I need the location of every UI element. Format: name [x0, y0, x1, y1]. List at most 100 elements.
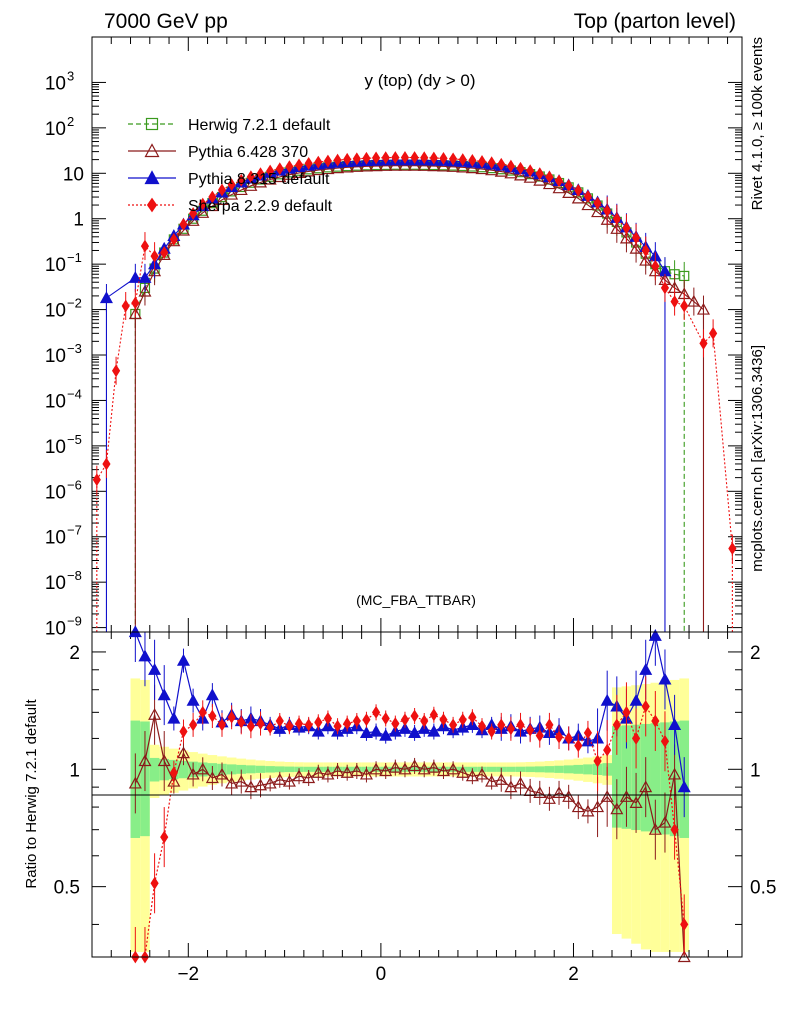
series-3 — [92, 151, 737, 632]
ratio-point-2-43 — [545, 718, 554, 732]
legend-marker-1 — [144, 143, 160, 158]
ratio-series-0 — [128, 684, 691, 963]
ratio-point-0-45 — [562, 790, 576, 802]
main-ytick-sup-3: −6 — [67, 477, 82, 492]
data-point-3-13 — [217, 183, 227, 197]
ratio-point-1-56 — [668, 718, 682, 730]
legend-label-1: Pythia 6.428 370 — [188, 144, 308, 161]
main-ytick-sup-12: 3 — [67, 68, 74, 83]
data-point-3-45 — [526, 164, 535, 178]
ratio-point-1-29 — [408, 726, 422, 738]
data-point-3-50 — [574, 183, 583, 197]
ratio-point-0-47 — [581, 804, 595, 817]
main-ytick-sup-1: −8 — [67, 568, 82, 583]
ratio-point-0-17 — [292, 769, 306, 782]
data-point-1-35 — [465, 161, 479, 174]
data-point-1-9 — [215, 193, 229, 205]
ratio-point-0-52 — [629, 796, 643, 808]
ratio-point-0-42 — [533, 786, 547, 798]
ratio-ylabel: Ratio to Herwig 7.2.1 default — [23, 699, 40, 889]
side-label-mcplots: mcplots.cern.ch [arXiv:1306.3436] — [749, 345, 766, 572]
main-ytick-label-11: 10 — [45, 119, 66, 140]
ratio-point-1-24 — [359, 726, 373, 738]
band-inner — [583, 764, 593, 775]
ratio-ytick-label-right-0: 0.5 — [750, 878, 776, 899]
band-inner — [178, 760, 189, 779]
legend-label-0: Herwig 7.2.1 default — [188, 117, 331, 134]
data-point-3-42 — [497, 157, 506, 171]
data-point-3-41 — [487, 156, 496, 170]
band-inner — [554, 765, 564, 773]
main-ytick-label-3: 10 — [45, 482, 66, 503]
band-inner — [149, 757, 160, 782]
ratio-point-0-30 — [417, 762, 431, 775]
data-point-3-52 — [593, 196, 602, 210]
data-point-3-16 — [246, 170, 255, 184]
ratio-point-1-53 — [639, 663, 653, 675]
main-ytick-label-12: 10 — [45, 73, 66, 94]
ratio-point-2-13 — [256, 717, 265, 731]
ratio-point-2-55 — [660, 734, 670, 748]
ratio-point-2-12 — [246, 719, 255, 733]
series-line-0 — [134, 164, 685, 632]
ratio-point-0-40 — [514, 776, 528, 789]
ratio-point-2-10 — [227, 710, 236, 724]
ratio-point-0-10 — [225, 776, 239, 789]
ratio-point-2-36 — [477, 719, 487, 733]
ratio-point-0-25 — [369, 762, 383, 775]
data-point-3-53 — [603, 204, 612, 218]
ratio-point-0-24 — [359, 767, 373, 780]
band-inner — [486, 766, 497, 772]
ratio-point-1-4 — [167, 711, 181, 724]
ratio-point-2-22 — [343, 717, 352, 731]
main-ytick-label-2: 10 — [45, 528, 66, 549]
ratio-point-2-29 — [410, 709, 419, 723]
data-point-3-47 — [545, 170, 554, 184]
ratio-point-1-26 — [379, 728, 393, 741]
ratio-point-0-1 — [138, 754, 152, 767]
data-point-3-1 — [102, 457, 111, 471]
data-point-3-31 — [391, 151, 400, 164]
ratio-point-2-24 — [362, 713, 371, 727]
ratio-point-0-37 — [485, 774, 499, 787]
ratio-point-0-43 — [542, 792, 556, 804]
ratio-ticks: 0.5 0.5 1 1 2 2 −2 0 2 — [54, 632, 776, 985]
ratio-point-2-18 — [304, 718, 313, 732]
data-point-1-52 — [629, 241, 643, 254]
data-point-1-10 — [225, 187, 239, 200]
ratio-point-0-26 — [379, 764, 393, 777]
data-point-1-13 — [254, 175, 268, 188]
ratio-point-1-52 — [629, 693, 643, 706]
ratio-point-0-55 — [658, 815, 672, 828]
ratio-point-0-14 — [263, 776, 277, 789]
ratio-point-1-1 — [138, 649, 152, 662]
main-title: y (top) (dy > 0) — [364, 71, 475, 90]
data-point-3-61 — [680, 299, 689, 313]
data-point-3-4 — [131, 296, 140, 310]
ratio-point-1-31 — [427, 724, 441, 737]
main-ytick-sup-7: −2 — [67, 296, 82, 311]
ratio-point-0-56 — [668, 767, 682, 780]
data-point-1-47 — [581, 198, 595, 211]
ratio-point-2-21 — [333, 719, 342, 733]
ratio-point-2-49 — [603, 743, 612, 757]
ratio-point-0-29 — [408, 759, 422, 772]
data-point-3-7 — [160, 246, 169, 259]
data-point-2-0 — [99, 291, 113, 304]
ratio-point-1-8 — [205, 688, 219, 701]
ratio-point-0-33 — [446, 762, 460, 775]
ratio-point-2-52 — [631, 731, 641, 745]
ratio-point-0-8 — [205, 771, 219, 784]
series-line-3 — [96, 156, 733, 632]
data-point-3-3 — [121, 299, 130, 313]
ratio-point-2-54 — [651, 714, 660, 728]
ratio-point-0-3 — [157, 754, 171, 767]
ratio-point-0-53 — [639, 780, 653, 793]
main-ytick-sup-6: −3 — [67, 341, 82, 356]
data-point-1-44 — [552, 181, 566, 194]
data-point-3-43 — [506, 159, 515, 173]
band-inner — [246, 765, 256, 774]
ratio-point-2-20 — [323, 712, 333, 725]
data-point-3-14 — [227, 178, 236, 192]
data-point-1-40 — [514, 168, 528, 181]
